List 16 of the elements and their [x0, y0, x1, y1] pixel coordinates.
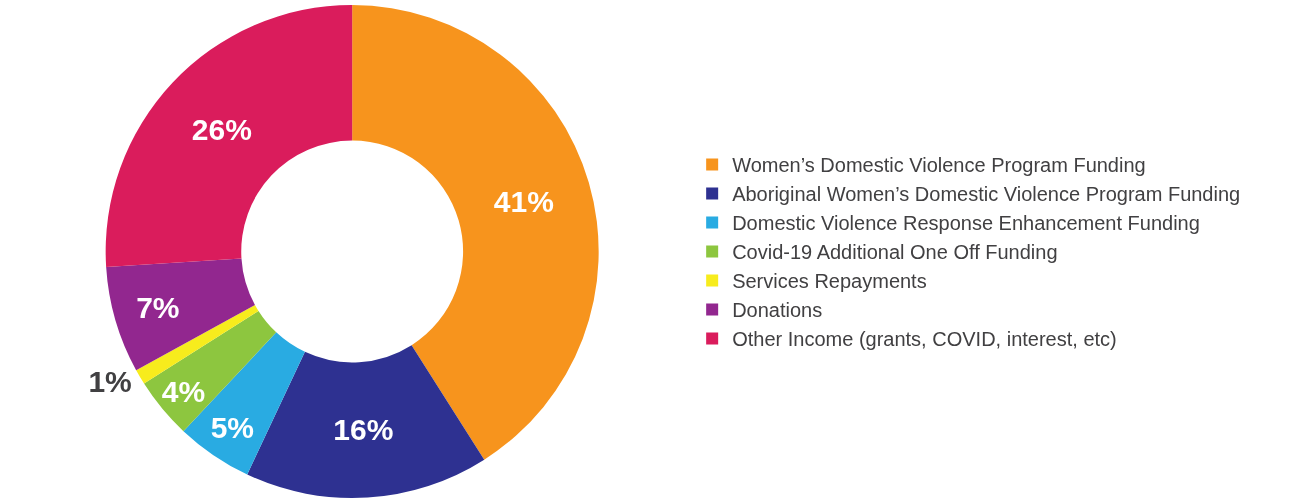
legend-label: Other Income (grants, COVID, interest, etc)	[732, 328, 1117, 351]
donut-slice	[106, 5, 353, 267]
donut-slice	[106, 258, 255, 371]
data-label: 26%	[191, 112, 252, 146]
data-label: 4%	[161, 374, 206, 408]
legend-label: Covid-19 Additional One Off Funding	[732, 241, 1058, 264]
data-label: 16%	[333, 413, 394, 447]
data-label: 7%	[136, 291, 180, 325]
data-label: 5%	[210, 411, 255, 445]
legend-label: Donations	[732, 299, 823, 322]
legend-label: Women’s Domestic Violence Program Funding	[732, 154, 1146, 177]
legend-label: Domestic Violence Response Enhancement Funding	[732, 212, 1200, 235]
legend-label: Aboriginal Women’s Domestic Violence Program Funding	[732, 183, 1241, 206]
data-label: 41%	[493, 185, 554, 219]
data-label: 1%	[88, 364, 132, 398]
legend-label: Services Repayments	[732, 270, 927, 293]
